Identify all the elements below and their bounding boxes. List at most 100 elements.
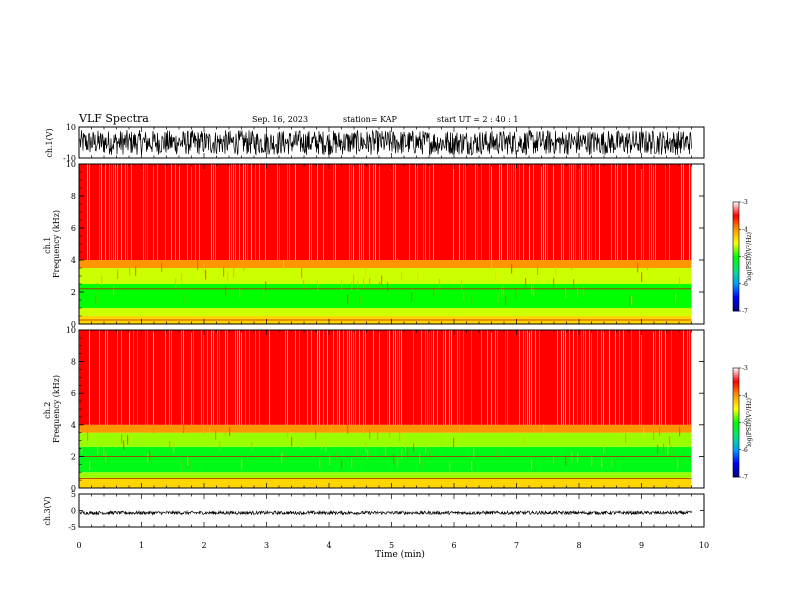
noise-streak: [199, 164, 200, 260]
noise-patch: [573, 279, 575, 289]
y-tick-label: 10: [66, 326, 76, 335]
noise-streak: [249, 330, 250, 425]
noise-patch: [315, 429, 317, 440]
noise-streak: [655, 164, 656, 260]
spectral-band: [79, 268, 692, 284]
noise-patch: [601, 457, 603, 468]
noise-patch: [187, 455, 189, 466]
noise-patch: [679, 277, 681, 288]
noise-streak: [111, 164, 112, 260]
noise-streak: [235, 164, 236, 260]
noise-streak: [359, 330, 360, 425]
noise-patch: [189, 460, 191, 471]
noise-patch: [183, 293, 185, 303]
noise-streak: [527, 330, 528, 425]
colorbar-segment: [733, 258, 739, 261]
noise-streak: [533, 164, 534, 260]
noise-patch: [87, 431, 89, 441]
x-tick-label: 3: [264, 541, 269, 550]
noise-streak: [175, 164, 176, 260]
noise-streak: [423, 164, 424, 260]
colorbar-segment: [733, 444, 739, 447]
colorbar-segment: [733, 300, 739, 303]
noise-streak: [545, 164, 546, 260]
noise-patch: [229, 426, 231, 437]
noise-streak: [125, 164, 126, 260]
noise-patch: [471, 461, 473, 471]
noise-streak: [203, 330, 204, 425]
noise-patch: [441, 435, 443, 445]
noise-streak: [569, 330, 570, 425]
noise-patch: [511, 263, 513, 274]
noise-streak: [181, 330, 182, 425]
x-tick-label: 2: [201, 541, 206, 550]
noise-patch: [643, 427, 645, 438]
colorbar-segment: [733, 238, 739, 241]
noise-patch: [419, 454, 421, 464]
noise-streak: [587, 164, 588, 260]
colorbar-segment: [733, 260, 739, 263]
colorbar-segment: [733, 373, 739, 376]
noise-patch: [631, 295, 633, 306]
noise-patch: [321, 440, 323, 450]
noise-streak: [393, 164, 394, 260]
noise-streak: [659, 330, 660, 425]
noise-streak: [247, 164, 248, 260]
noise-streak: [569, 164, 570, 260]
spectral-band: [79, 164, 692, 260]
colorbar-tick-label: -5: [742, 420, 748, 427]
noise-patch: [473, 448, 475, 459]
colorbar-segment: [733, 460, 739, 463]
colorbar-segment: [733, 377, 739, 380]
spectral-band: [79, 424, 692, 433]
noise-streak: [425, 164, 426, 260]
noise-streak: [495, 330, 496, 425]
colorbar-segment: [733, 406, 739, 409]
noise-streak: [653, 330, 654, 425]
noise-streak: [353, 330, 354, 425]
noise-streak: [429, 164, 430, 260]
colorbar-segment: [733, 216, 739, 219]
noise-patch: [363, 278, 365, 288]
noise-streak: [523, 164, 524, 260]
noise-streak: [349, 330, 350, 425]
noise-patch: [223, 267, 225, 277]
noise-patch: [677, 459, 679, 469]
noise-streak: [127, 164, 128, 260]
noise-streak: [591, 330, 592, 425]
noise-patch: [553, 278, 555, 288]
colorbar-segment: [733, 409, 739, 412]
x-tick-label: 10: [699, 541, 709, 550]
noise-streak: [207, 330, 208, 425]
noise-streak: [311, 330, 312, 425]
noise-streak: [505, 330, 506, 425]
noise-patch: [283, 260, 285, 270]
colorbar-segment: [733, 475, 739, 478]
colorbar-tick-label: -3: [742, 199, 748, 206]
noise-streak: [255, 330, 256, 425]
noise-streak: [145, 164, 146, 260]
noise-streak: [215, 164, 216, 260]
colorbar-segment: [733, 289, 739, 292]
noise-streak: [349, 164, 350, 260]
noise-streak: [169, 330, 170, 425]
colorbar-segment: [733, 252, 739, 256]
noise-streak: [531, 330, 532, 425]
noise-patch: [169, 440, 171, 451]
noise-patch: [283, 450, 285, 460]
noise-streak: [121, 330, 122, 425]
colorbar-segment: [733, 281, 739, 285]
noise-patch: [397, 457, 399, 467]
noise-patch: [335, 450, 337, 461]
ch2-spectrogram-image: [79, 330, 704, 488]
ch1-spec-ylabel: ch.1 Frequency (kHz): [43, 210, 61, 278]
noise-streak: [359, 164, 360, 260]
noise-streak: [379, 330, 380, 425]
noise-patch: [571, 260, 573, 271]
colorbar-segment: [733, 453, 739, 456]
noise-streak: [121, 164, 122, 260]
noise-streak: [543, 164, 544, 260]
noise-streak: [187, 164, 188, 260]
noise-streak: [145, 330, 146, 425]
noise-streak: [311, 164, 312, 260]
